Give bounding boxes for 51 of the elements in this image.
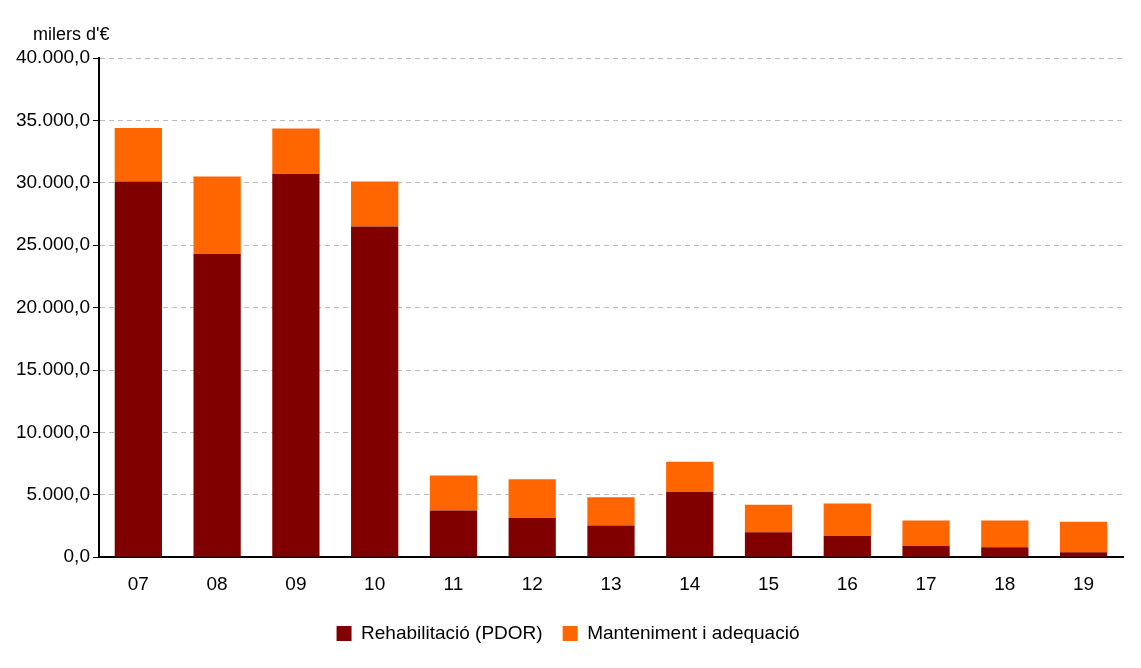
x-tick-label: 07 — [127, 572, 149, 594]
x-tick-label: 14 — [679, 572, 701, 594]
bar — [429, 510, 478, 557]
x-tick-label: 19 — [1073, 572, 1095, 594]
y-tick-label: 0,0 — [63, 545, 90, 567]
y-tick-label: 25.000,0 — [15, 233, 90, 255]
y-tick-label: 40.000,0 — [15, 46, 90, 68]
y-tick-label: 5.000,0 — [26, 483, 90, 505]
bar — [744, 504, 793, 533]
x-tick-label: 17 — [915, 572, 937, 594]
bar — [193, 176, 241, 254]
bar — [902, 520, 950, 546]
y-tick-label: 10.000,0 — [15, 420, 90, 442]
bar — [587, 525, 635, 557]
bar — [272, 128, 320, 175]
x-tick-label: 10 — [364, 572, 386, 594]
bar — [193, 253, 241, 557]
bar — [587, 497, 635, 526]
bar — [508, 479, 556, 518]
y-tick-label: 20.000,0 — [15, 295, 90, 317]
bar — [351, 181, 399, 227]
bar — [114, 181, 162, 557]
bar — [1059, 521, 1108, 553]
y-axis-title: milers d'€ — [33, 23, 110, 44]
bar — [114, 127, 162, 182]
x-tick-label: 18 — [994, 572, 1016, 594]
bar — [1059, 552, 1108, 557]
legend-label: Manteniment i adequació — [587, 621, 800, 643]
bar — [666, 491, 714, 557]
bar — [981, 547, 1029, 557]
x-tick-label: 13 — [600, 572, 622, 594]
x-tick-label: 08 — [206, 572, 228, 594]
bar — [429, 475, 478, 511]
bar — [351, 226, 399, 557]
y-tick-label: 30.000,0 — [15, 171, 90, 193]
bar — [981, 520, 1029, 548]
x-tick-label: 16 — [836, 572, 858, 594]
bar — [508, 517, 556, 557]
x-tick-label: 09 — [285, 572, 307, 594]
y-tick-label: 35.000,0 — [15, 108, 90, 130]
bar — [823, 503, 871, 536]
bar — [744, 532, 793, 557]
bar — [823, 535, 871, 557]
bar — [666, 461, 714, 492]
x-tick-label: 12 — [521, 572, 543, 594]
x-tick-label: 15 — [757, 572, 780, 594]
bar — [272, 174, 320, 557]
legend-label: Rehabilitació (PDOR) — [361, 621, 543, 643]
y-tick-label: 15.000,0 — [15, 358, 90, 380]
x-tick-label: 11 — [443, 572, 464, 594]
bar — [902, 545, 950, 557]
